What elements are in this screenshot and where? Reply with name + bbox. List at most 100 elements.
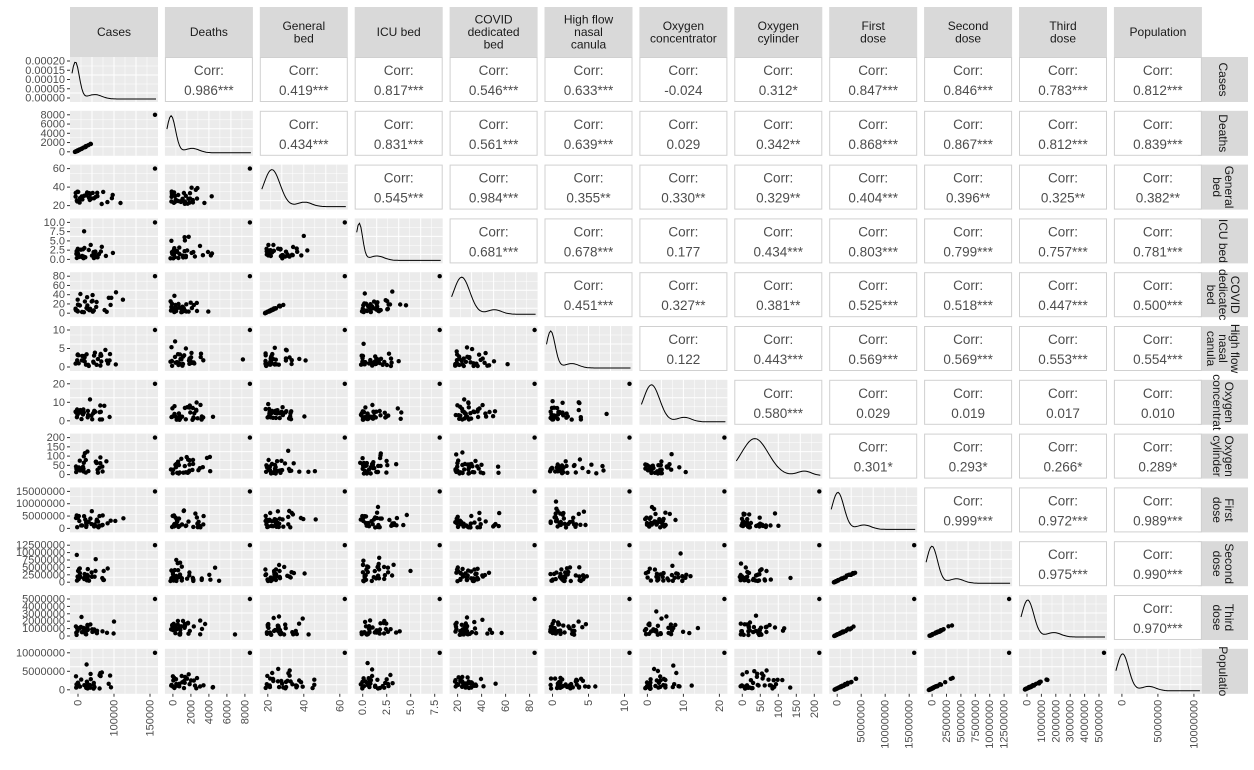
scatter-point: [95, 190, 100, 195]
scatter-point: [472, 567, 477, 572]
scatter-point: [453, 468, 458, 473]
scatter-point: [170, 623, 175, 628]
corr-label: Corr:: [668, 332, 698, 347]
corr-value: 0.554***: [1133, 352, 1183, 367]
scatter-point: [279, 678, 284, 684]
corr-label: Corr:: [1048, 440, 1078, 455]
scatter-point: [170, 471, 175, 476]
scatter-point: [272, 345, 277, 350]
corr-label: Corr:: [763, 171, 793, 186]
scatter-point: [583, 522, 588, 528]
row-strip-3: [1198, 218, 1248, 264]
panel-r2-c3: Corr: 0.545***: [354, 164, 443, 210]
corr-value: 0.419***: [279, 83, 329, 98]
scatter-point: [170, 406, 175, 411]
scatter-point: [80, 412, 86, 417]
scatter-point: [372, 465, 377, 471]
scatter-point: [556, 409, 561, 415]
scatter-point: [460, 450, 465, 455]
corr-box: [639, 110, 728, 156]
corr-value: 0.569***: [848, 352, 898, 367]
corr-box: [354, 110, 443, 156]
scatter-point: [113, 362, 119, 367]
scatter-point: [375, 574, 380, 580]
scatter-point: [741, 512, 746, 517]
scatter-point: [580, 577, 586, 582]
scatter-point: [576, 407, 581, 413]
scatter-point: [680, 629, 686, 634]
corr-value: 0.972***: [1038, 513, 1088, 528]
x-tick-label: 60: [334, 700, 346, 712]
panel-r7-c11: Corr: 0.289*: [1113, 433, 1202, 479]
corr-value: 0.546***: [469, 83, 519, 98]
scatter-point: [202, 200, 207, 206]
scatter-point: [558, 675, 563, 681]
panel-r10-c2: [259, 595, 348, 640]
corr-label: Corr:: [668, 278, 698, 293]
scatter-point: [91, 353, 97, 358]
scatter-point: [105, 521, 110, 526]
scatter-point: [283, 410, 288, 415]
scatter-point: [648, 677, 653, 682]
scatter-point: [95, 255, 100, 260]
scatter-point: [561, 470, 566, 475]
corr-box: [829, 379, 918, 425]
scatter-point: [580, 465, 585, 471]
x-tick-label: 0: [927, 700, 939, 706]
scatter-point: [73, 194, 78, 199]
scatter-point: [175, 523, 180, 528]
scatter-point: [455, 579, 460, 584]
panel-r7-c10: Corr: 0.266*: [1019, 433, 1107, 479]
scatter-point: [247, 381, 253, 386]
panel-r5-c6: Corr: 0.122: [639, 326, 728, 371]
scatter-point: [75, 626, 80, 631]
scatter-point: [91, 686, 96, 691]
scatter-point: [397, 629, 402, 634]
corr-label: Corr:: [763, 63, 793, 78]
scatter-point: [364, 463, 369, 468]
scatter-point: [80, 353, 85, 359]
row-strip-label-5: High flownasalcanula: [1204, 324, 1242, 374]
scatter-point: [232, 632, 238, 637]
x-tick-label: 10: [678, 700, 690, 712]
scatter-point: [563, 570, 568, 575]
x-tick-label: 50: [755, 700, 767, 712]
scatter-point: [286, 514, 291, 520]
corr-box: [829, 326, 918, 371]
scatter-point: [532, 435, 537, 440]
scatter-point: [184, 454, 189, 460]
corr-value: 0.984***: [469, 191, 519, 206]
scatter-point: [666, 625, 671, 630]
scatter-point: [399, 410, 404, 415]
corr-value: 0.989***: [1133, 513, 1183, 528]
corr-box: [924, 110, 1013, 156]
scatter-point: [183, 417, 188, 422]
scatter-point: [90, 298, 95, 303]
scatter-point: [202, 621, 208, 627]
scatter-point: [505, 362, 510, 367]
scatter-point: [643, 632, 649, 637]
scatter-point: [209, 251, 215, 256]
scatter-point: [556, 622, 561, 627]
panel-r5-c11: Corr: 0.554***: [1113, 326, 1202, 371]
x-tick-label: 20: [262, 700, 274, 712]
panel-r10-c4: [449, 595, 538, 640]
x-tick-label: 5000000: [955, 700, 967, 743]
row-strip-label-7: Oxygencylinder: [1210, 435, 1236, 476]
scatter-point: [577, 457, 583, 462]
scatter-point: [77, 566, 83, 571]
panel-r3-c0: [70, 218, 158, 264]
panel-r7-c9: Corr: 0.293*: [924, 433, 1013, 479]
x-tick-label: 7.5: [429, 700, 441, 715]
scatter-point: [206, 309, 211, 314]
panel-r5-c2: [259, 326, 348, 371]
x-tick-label: 5000000: [1094, 700, 1106, 743]
scatter-point: [560, 400, 565, 405]
corr-label: Corr:: [1143, 224, 1173, 239]
row-strip-label-group-9: Seconddose: [1210, 543, 1236, 584]
scatter-point: [460, 566, 465, 572]
panel-r11-c6: [639, 648, 728, 694]
scatter-point: [378, 451, 383, 456]
panel-r1-c4: Corr: 0.561***: [449, 110, 538, 156]
scatter-point: [173, 631, 178, 636]
